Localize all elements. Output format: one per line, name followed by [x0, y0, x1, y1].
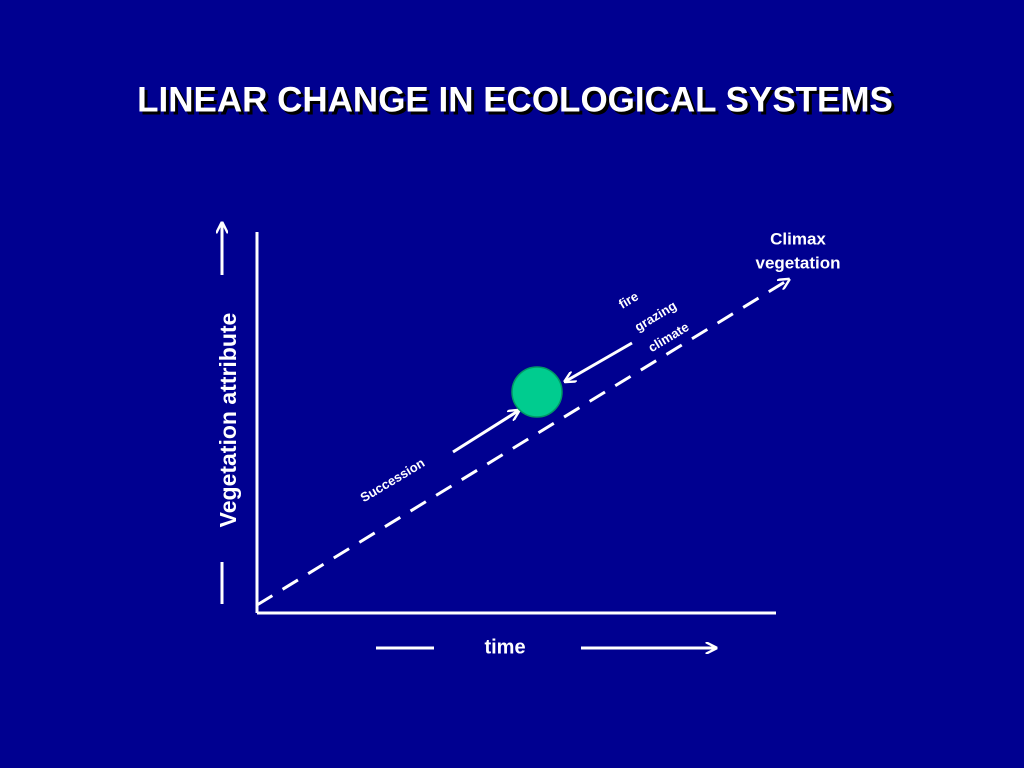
- title-shadow: LINEAR CHANGE IN ECOLOGICAL SYSTEMS: [140, 83, 896, 122]
- forward-arrow: [452, 411, 518, 454]
- y-axis-label: Vegetation attribute: [215, 313, 241, 528]
- x-axis-label: time: [484, 636, 525, 658]
- backward-arrow: [566, 341, 633, 381]
- endpoint-label: vegetation: [755, 253, 840, 272]
- system-state: [511, 366, 563, 418]
- endpoint-label: Climax: [770, 229, 826, 248]
- trajectory: [256, 280, 788, 607]
- title: LINEAR CHANGE IN ECOLOGICAL SYSTEMS: [137, 80, 893, 119]
